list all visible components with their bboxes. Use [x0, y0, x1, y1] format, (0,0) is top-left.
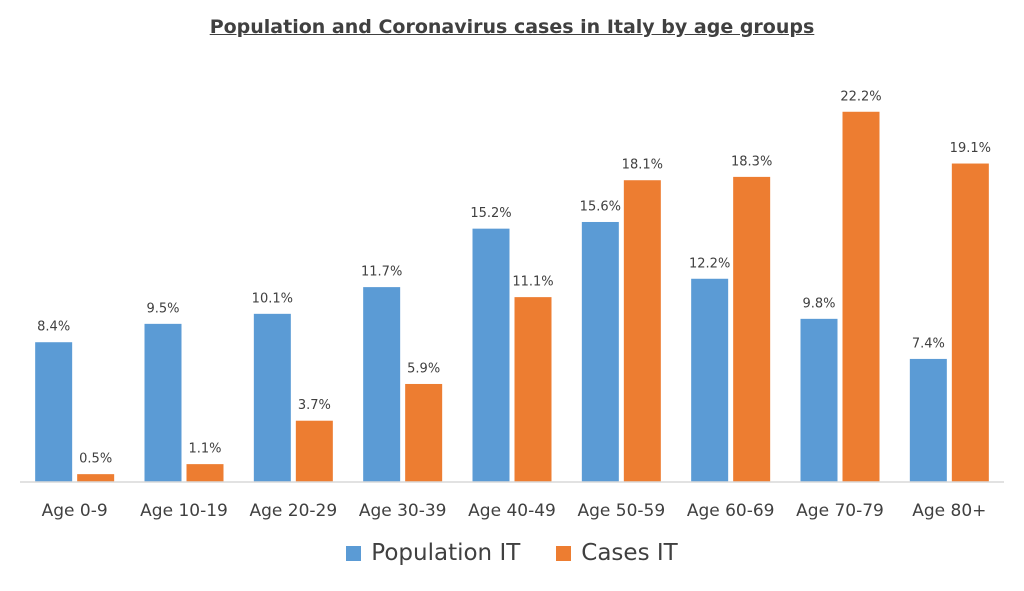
data-label-population-6: 12.2% [689, 256, 730, 271]
x-tick-label-8: Age 80+ [912, 501, 986, 521]
data-label-cases-5: 18.1% [622, 158, 663, 173]
x-tick-labels-layer: Age 0-9 Age 10-19 Age 20-29 Age 30-39 Age 40… [42, 501, 987, 521]
data-labels-layer: 8.4% 0.5% 9.5% 1.1% 10.1% 3.7% 11.7% 5.9% 15.2% 1… [37, 89, 991, 466]
legend-label-population: Population IT [371, 540, 521, 566]
bar-population-0 [34, 341, 74, 483]
bar-cases-7 [841, 110, 881, 483]
bar-cases-4 [513, 296, 553, 483]
data-label-population-7: 9.8% [802, 296, 835, 311]
bar-cases-8 [950, 162, 990, 483]
x-tick-label-7: Age 70-79 [796, 501, 884, 521]
bar-cases-5 [622, 179, 662, 483]
bar-population-1 [143, 322, 183, 483]
bar-population-4 [471, 227, 511, 483]
data-label-population-4: 15.2% [470, 206, 511, 221]
data-label-population-1: 9.5% [146, 301, 179, 316]
data-label-population-3: 11.7% [361, 265, 402, 280]
data-label-cases-4: 11.1% [512, 275, 553, 290]
data-label-cases-6: 18.3% [731, 154, 772, 169]
data-label-cases-7: 22.2% [840, 89, 881, 104]
legend: Population IT Cases IT [0, 540, 1024, 566]
x-tick-label-1: Age 10-19 [140, 501, 228, 521]
legend-swatch-population [346, 545, 362, 561]
data-label-population-0: 8.4% [37, 320, 70, 335]
data-label-cases-3: 5.9% [407, 361, 440, 376]
chart-title: Population and Coronavirus cases in Ital… [209, 16, 815, 38]
bar-cases-2 [294, 419, 334, 483]
bar-population-8 [908, 357, 948, 483]
bar-population-5 [580, 220, 620, 483]
bar-cases-3 [404, 382, 444, 483]
data-label-population-5: 15.6% [580, 199, 621, 214]
x-tick-label-4: Age 40-49 [468, 501, 556, 521]
bar-population-2 [252, 312, 292, 483]
x-tick-label-5: Age 50-59 [577, 501, 665, 521]
data-label-cases-0: 0.5% [79, 452, 112, 467]
bar-cases-1 [185, 463, 225, 483]
x-tick-label-2: Age 20-29 [249, 501, 337, 521]
data-label-cases-1: 1.1% [188, 442, 221, 457]
bars-layer [34, 110, 990, 483]
bar-cases-0 [76, 473, 116, 483]
data-label-cases-2: 3.7% [298, 398, 331, 413]
x-tick-label-6: Age 60-69 [687, 501, 775, 521]
data-label-cases-8: 19.1% [950, 141, 991, 156]
bar-chart: 8.4% 0.5% 9.5% 1.1% 10.1% 3.7% 11.7% 5.9% 15.2% 1… [20, 89, 1004, 521]
legend-swatch-cases [556, 545, 572, 561]
legend-item-population[interactable]: Population IT [346, 540, 520, 566]
legend-label-cases: Cases IT [581, 540, 678, 566]
x-tick-label-3: Age 30-39 [359, 501, 447, 521]
bar-cases-6 [732, 175, 772, 483]
data-label-population-8: 7.4% [912, 336, 945, 351]
bar-population-6 [690, 277, 730, 483]
bar-population-3 [362, 286, 402, 483]
bar-population-7 [799, 317, 839, 483]
data-label-population-2: 10.1% [252, 291, 293, 306]
legend-item-cases[interactable]: Cases IT [556, 540, 678, 566]
x-tick-label-0: Age 0-9 [42, 501, 108, 521]
